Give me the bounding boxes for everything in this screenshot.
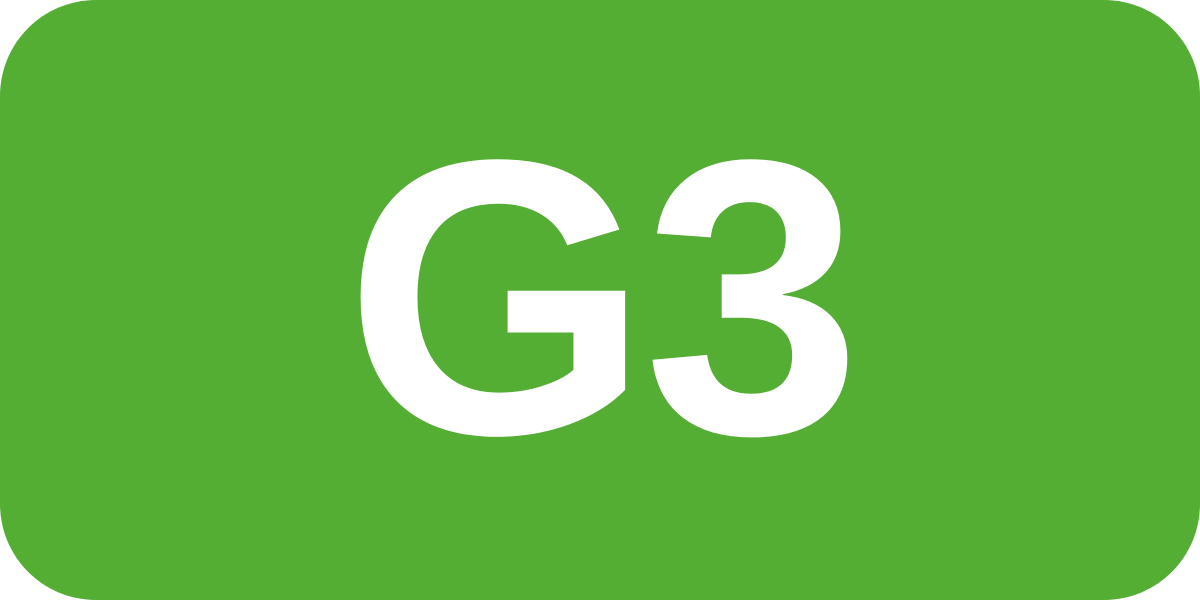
route-label: G3 — [344, 79, 862, 517]
